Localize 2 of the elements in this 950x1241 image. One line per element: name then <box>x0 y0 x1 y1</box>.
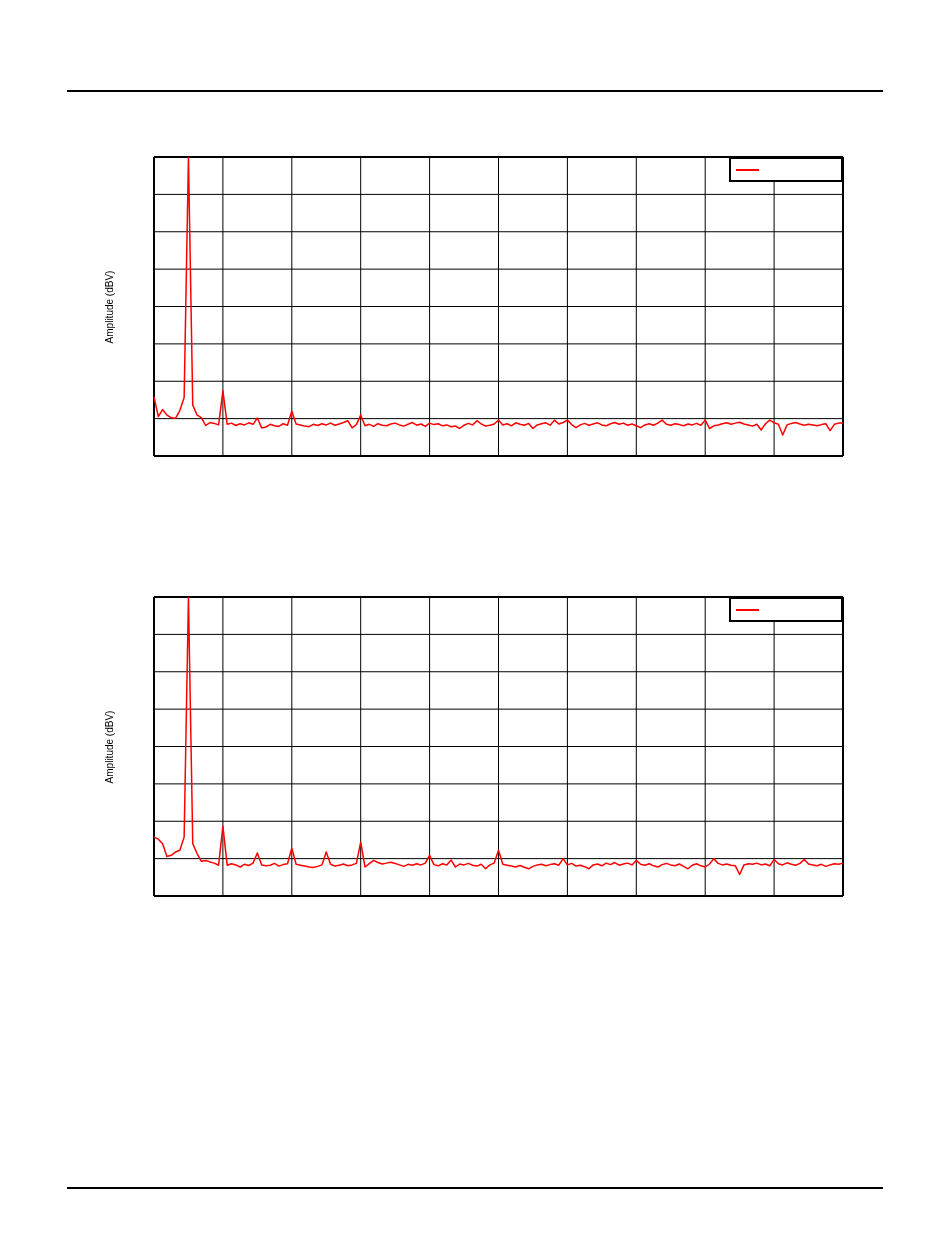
y-axis-title: Amplitude (dBV) <box>104 710 115 783</box>
y-axis-title: Amplitude (dBV) <box>104 270 115 343</box>
